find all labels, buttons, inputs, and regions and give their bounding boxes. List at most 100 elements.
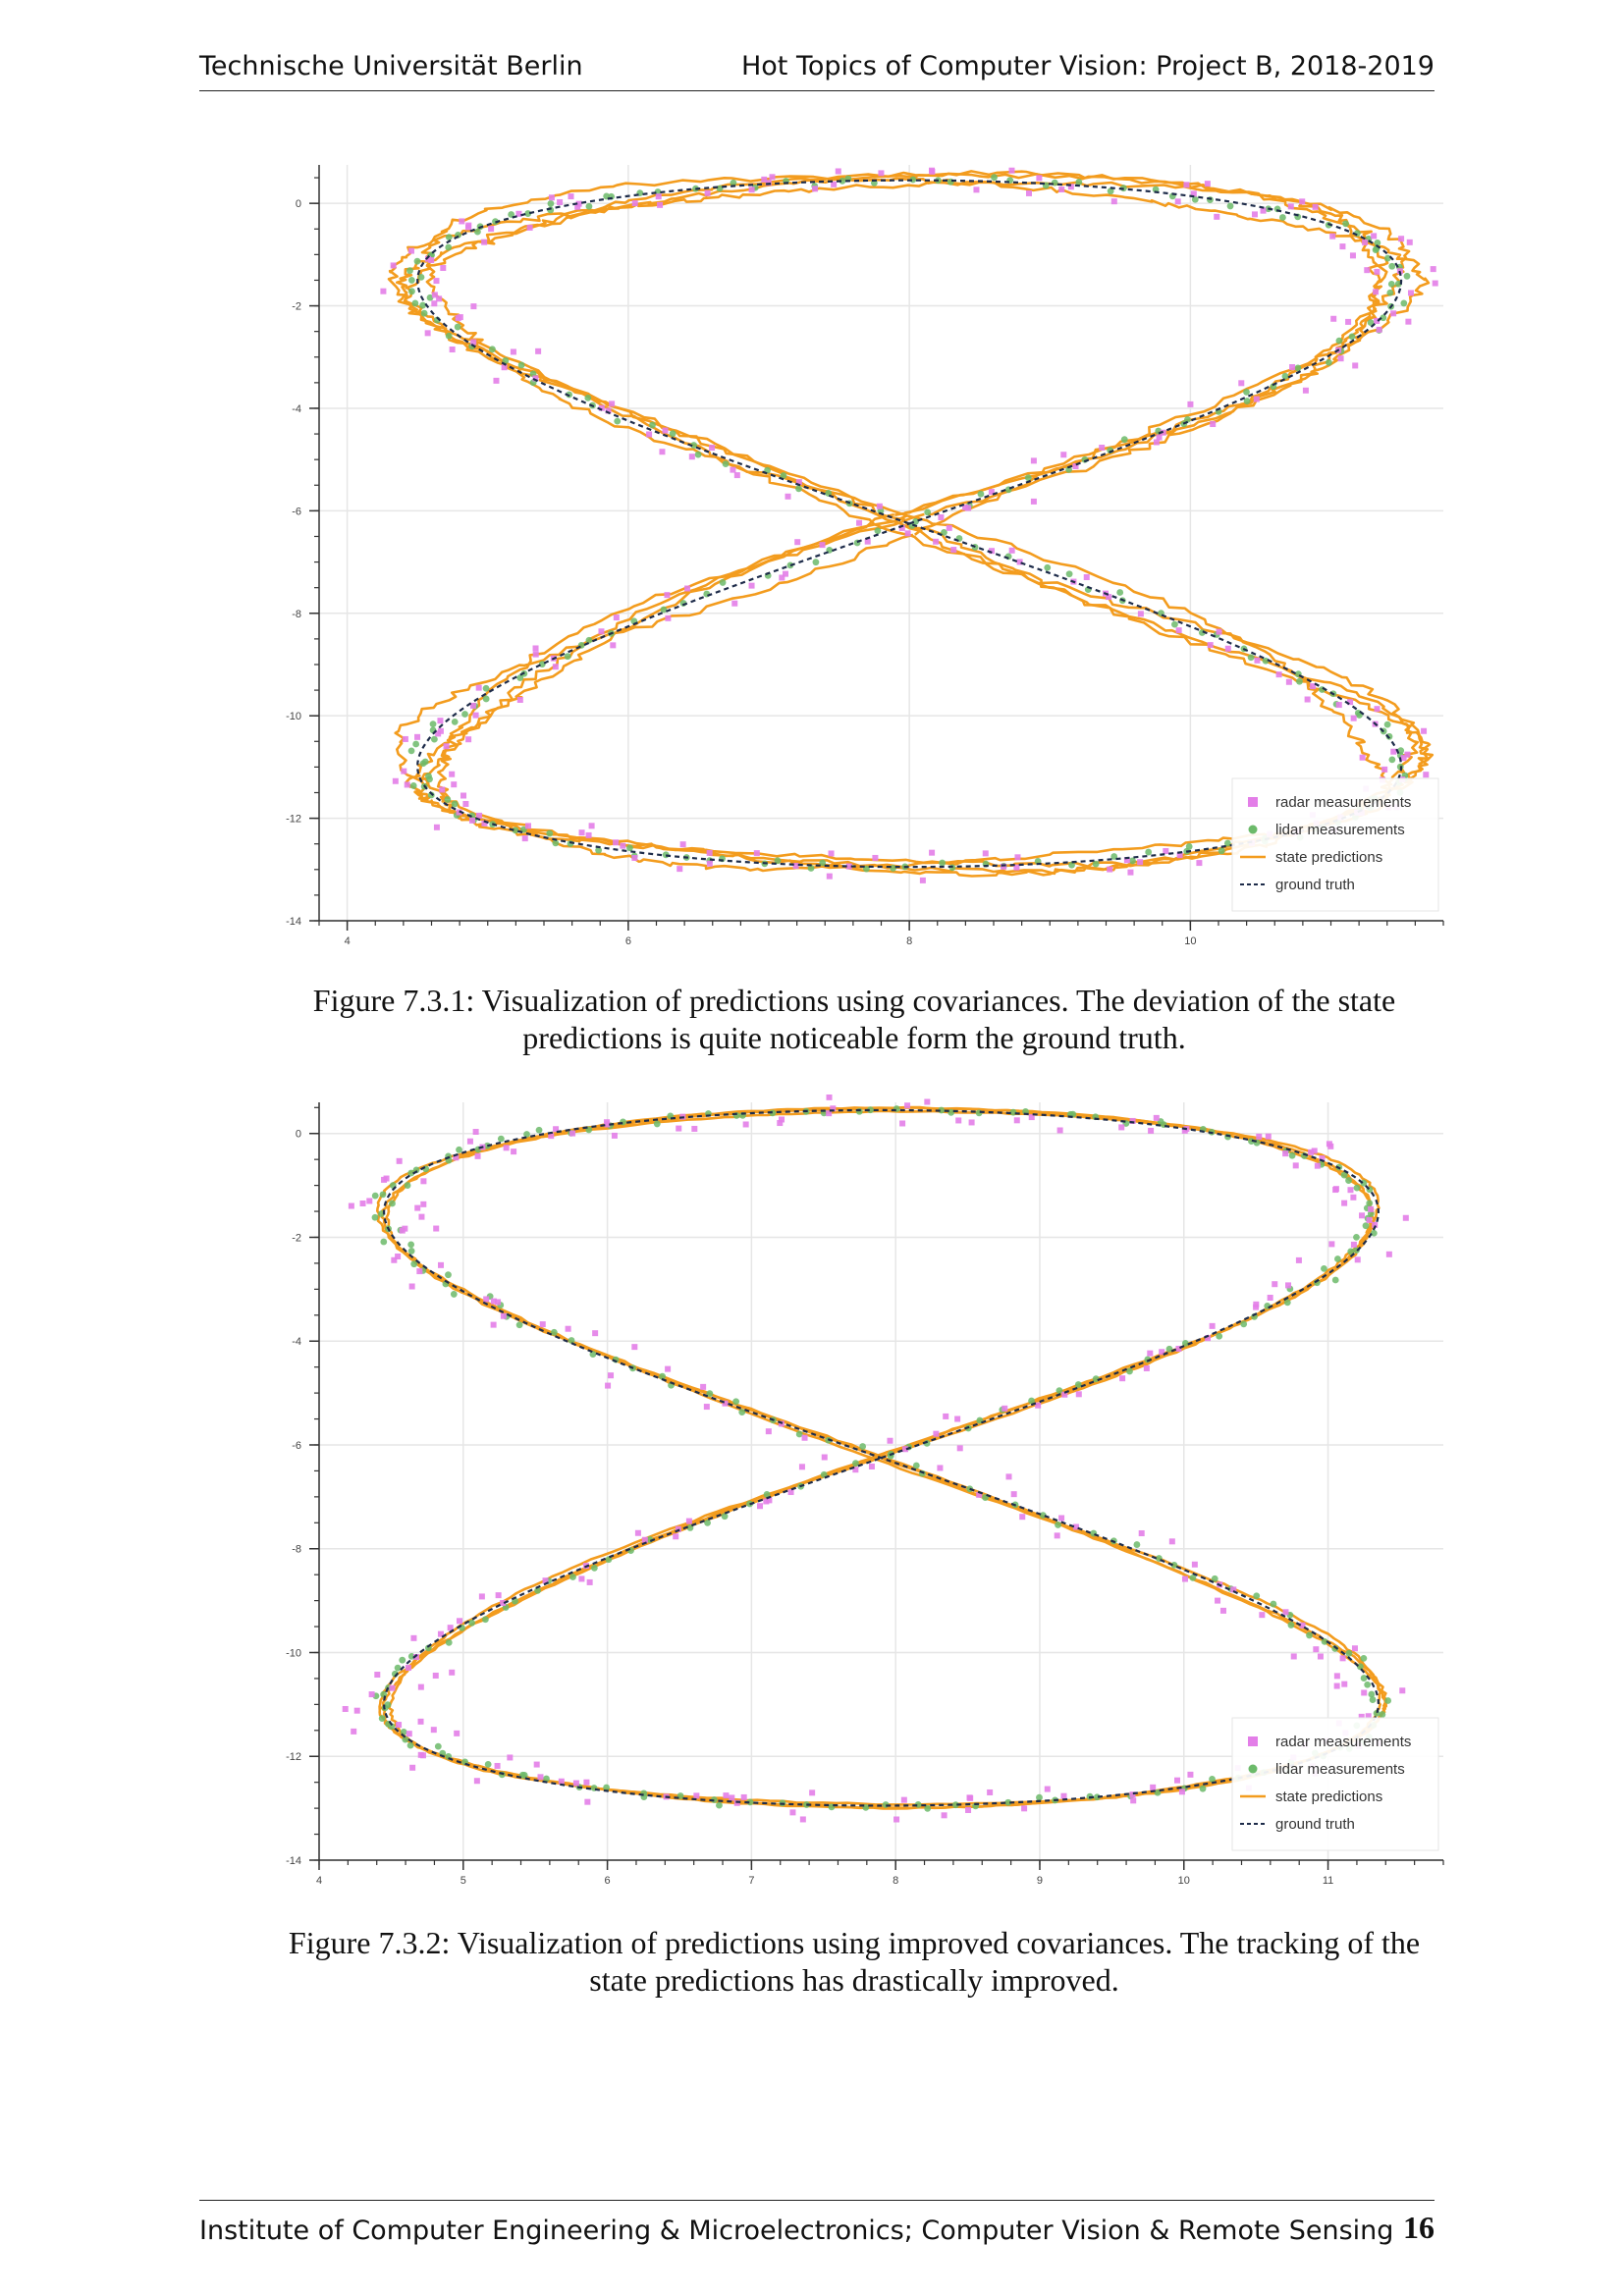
- lidar-point: [1296, 677, 1303, 685]
- radar-point: [1150, 1784, 1157, 1790]
- radar-point: [792, 863, 799, 870]
- radar-point: [924, 1098, 931, 1105]
- radar-point: [1313, 1646, 1320, 1653]
- lidar-point: [468, 1619, 475, 1627]
- radar-point: [1292, 1162, 1299, 1169]
- radar-point: [938, 514, 945, 521]
- lidar-point: [719, 579, 727, 586]
- radar-point: [893, 1816, 900, 1823]
- lidar-point: [552, 839, 560, 847]
- radar-point: [1138, 1529, 1145, 1536]
- radar-point: [1215, 1597, 1221, 1604]
- radar-point: [898, 524, 905, 531]
- radar-point: [374, 1672, 381, 1679]
- lidar-point: [408, 288, 415, 295]
- radar-point: [876, 503, 883, 509]
- radar-point: [392, 777, 399, 784]
- radar-point: [946, 524, 952, 531]
- radar-point: [1207, 642, 1214, 649]
- radar-point: [1238, 380, 1245, 387]
- figure-2-chart: 0 -2 -4 -6 -8 -10 -12 -14 4 5 6 7 8 9 10 11 radar measur…: [286, 1095, 1444, 1887]
- radar-point: [1350, 1194, 1357, 1201]
- radar-point: [1061, 1391, 1068, 1398]
- radar-point: [831, 181, 838, 187]
- radar-point: [691, 1125, 698, 1132]
- radar-point: [1181, 1127, 1188, 1134]
- radar-point: [402, 735, 408, 742]
- lidar-point: [402, 1735, 409, 1743]
- radar-point: [1001, 863, 1007, 870]
- lidar-point: [1366, 1200, 1374, 1207]
- lidar-point: [378, 1715, 386, 1722]
- radar-point: [1326, 1141, 1332, 1148]
- radar-point: [439, 786, 446, 793]
- radar-point: [469, 702, 476, 709]
- radar-point: [765, 180, 772, 187]
- radar-point: [631, 200, 638, 207]
- radar-point: [872, 854, 879, 861]
- radar-point: [420, 1178, 427, 1185]
- radar-point: [1019, 1514, 1026, 1521]
- radar-point: [1168, 1538, 1175, 1545]
- radar-point: [1060, 452, 1067, 458]
- ground-truth-line: [416, 179, 1403, 869]
- radar-point: [481, 820, 488, 827]
- radar-point: [965, 1806, 972, 1813]
- y-tick-label: -10: [286, 711, 301, 722]
- lidar-point: [1145, 848, 1153, 856]
- radar-point: [1219, 1607, 1226, 1614]
- radar-point: [1026, 189, 1033, 196]
- radar-point: [826, 1095, 833, 1100]
- radar-point: [558, 1778, 565, 1785]
- radar-point: [798, 1464, 805, 1470]
- radar-point: [777, 1120, 784, 1127]
- radar-point: [1054, 1532, 1060, 1539]
- radar-point: [414, 1204, 421, 1211]
- radar-point: [1030, 457, 1037, 464]
- radar-point: [457, 1618, 463, 1625]
- lidar-point: [1218, 847, 1225, 855]
- lidar-point: [417, 273, 425, 281]
- radar-point: [1118, 1124, 1125, 1131]
- lidar-point: [394, 1664, 402, 1672]
- radar-point: [405, 1665, 411, 1672]
- radar-point: [1362, 239, 1369, 245]
- lidar-point: [1321, 1637, 1328, 1645]
- radar-point: [826, 873, 833, 880]
- lidar-point: [1055, 1522, 1061, 1528]
- radar-point: [1432, 280, 1438, 287]
- radar-point: [449, 1669, 456, 1676]
- lidar-point: [1400, 299, 1408, 307]
- page-number: 16: [1403, 2210, 1435, 2245]
- radar-point: [799, 1816, 806, 1823]
- radar-point: [1174, 1777, 1181, 1784]
- radar-point: [1310, 683, 1317, 690]
- y-tick-label: -14: [286, 916, 301, 928]
- radar-point: [904, 530, 911, 537]
- radar-point: [395, 1253, 402, 1259]
- lidar-point: [1216, 1332, 1223, 1340]
- lidar-point: [481, 1616, 489, 1624]
- radar-point: [821, 1454, 828, 1461]
- radar-point: [1176, 852, 1183, 859]
- lidar-point: [1184, 415, 1191, 423]
- radar-point: [1359, 754, 1366, 761]
- radar-point: [812, 186, 819, 192]
- lidar-point: [421, 758, 429, 766]
- radar-point: [495, 1592, 502, 1599]
- radar-point: [391, 1256, 398, 1263]
- radar-point: [1143, 1364, 1150, 1371]
- lidar-point: [550, 1328, 558, 1336]
- lidar-point: [590, 1564, 598, 1572]
- radar-point: [1299, 1622, 1306, 1629]
- radar-point: [852, 1467, 859, 1473]
- lidar-point: [1368, 1690, 1376, 1698]
- radar-point: [1398, 236, 1405, 242]
- radar-point: [1308, 1148, 1315, 1155]
- radar-point: [1333, 1673, 1340, 1680]
- radar-point: [433, 1225, 440, 1232]
- radar-point: [472, 1129, 479, 1136]
- lidar-point: [763, 1491, 771, 1498]
- lidar-point: [690, 442, 698, 449]
- radar-point: [1390, 748, 1397, 755]
